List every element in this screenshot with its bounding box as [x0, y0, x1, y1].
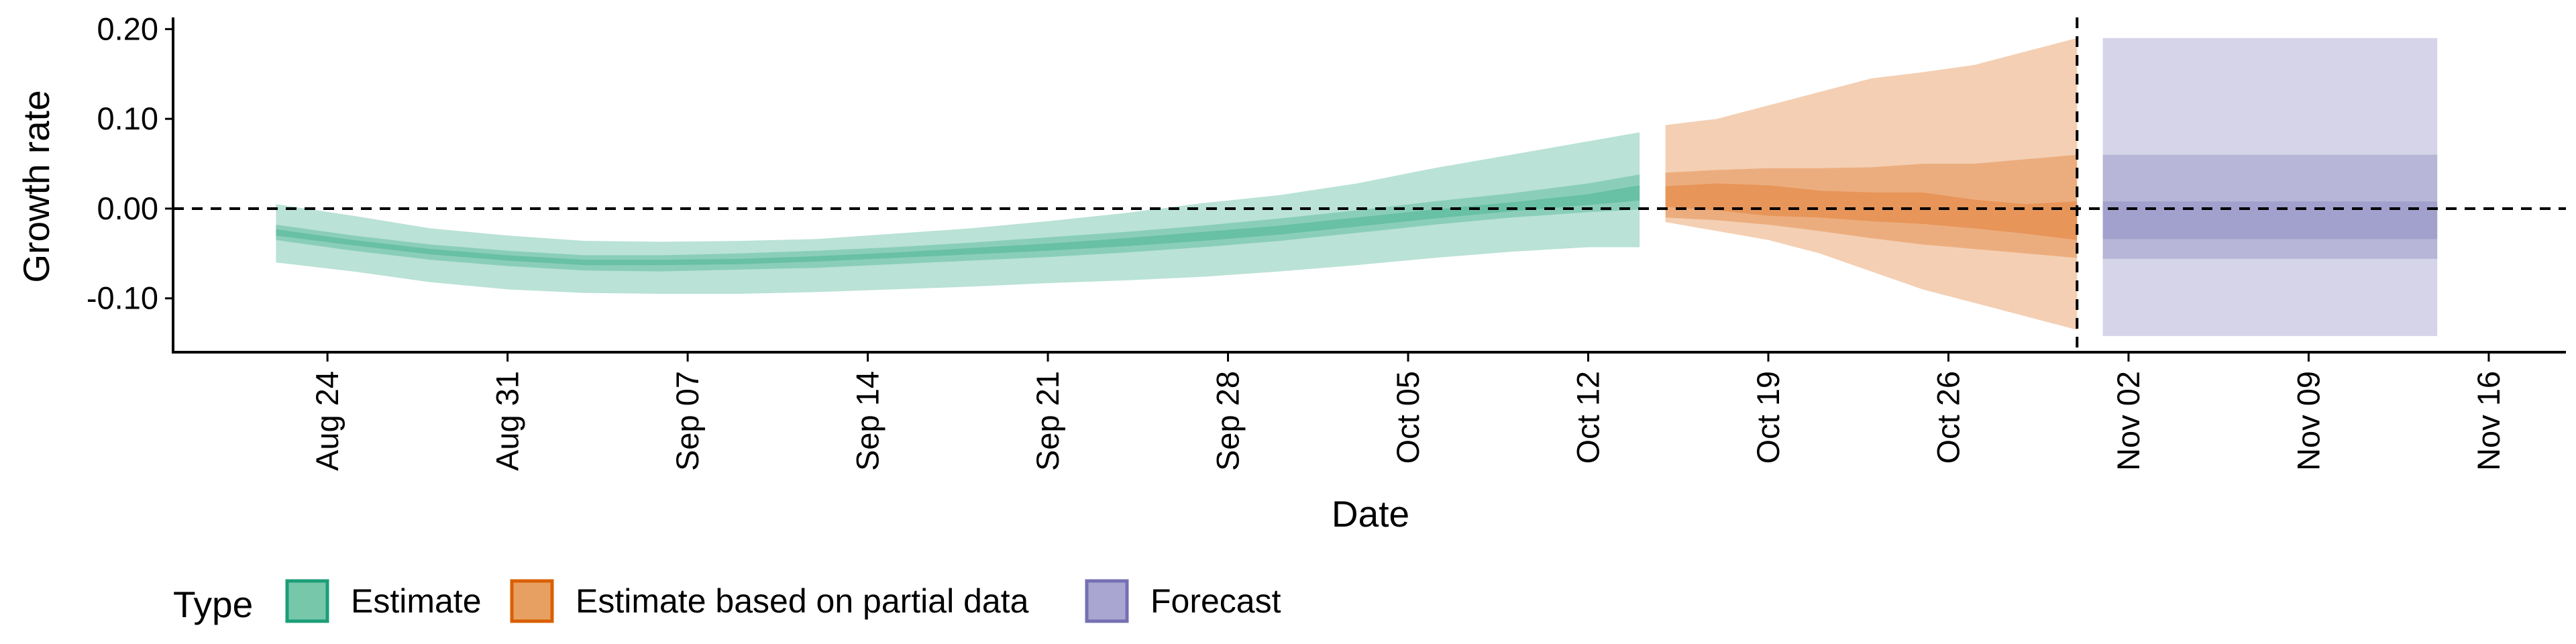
forecast-middle-band [2102, 154, 2438, 259]
estimate-based-on-partial-data-legend-label: Estimate based on partial data [576, 582, 1029, 620]
estimate-legend-key [285, 579, 329, 623]
forecast-legend-label: Forecast [1150, 582, 1281, 620]
forecast-inner-band [2102, 201, 2438, 239]
plot-bands [276, 38, 2438, 336]
x-axis-title: Date [1332, 493, 1409, 535]
x-axis-ticks: Aug 24 Aug 31 Sep 07 Sep 14 Sep 21 Sep 28 Oct … [309, 352, 2506, 471]
estimate-based-on-partial-data-legend-key [510, 579, 554, 623]
legend-title: Type [173, 584, 253, 625]
y-tick-label: -0.10 [87, 280, 158, 316]
y-axis-title: Growth rate [15, 90, 57, 282]
estimate-inner-band [276, 185, 1640, 266]
x-tick-label: Nov 09 [2290, 371, 2326, 471]
reference-lines [173, 17, 2566, 352]
forecast-legend-key [1085, 579, 1129, 623]
estimate-based-on-partial-data-middle-band [1665, 154, 2078, 258]
estimate-legend-label: Estimate [351, 582, 482, 620]
legend: Type Estimate Estimate based on partial d… [173, 579, 1281, 625]
estimate-based-on-partial-data-inner-band [1665, 183, 2078, 240]
estimate-based-on-partial-data-outer-band [1665, 38, 2078, 330]
x-tick-label: Aug 24 [309, 371, 345, 471]
axes [172, 17, 2566, 354]
x-tick-label: Oct 12 [1570, 371, 1606, 464]
x-tick-label: Oct 26 [1930, 371, 1966, 464]
x-tick-label: Nov 16 [2471, 371, 2506, 471]
x-tick-label: Sep 07 [669, 371, 705, 471]
x-tick-label: Aug 31 [490, 371, 525, 471]
y-tick-label: 0.20 [97, 11, 158, 46]
forecast-outer-band [2102, 38, 2438, 336]
x-tick-label: Oct 19 [1750, 371, 1786, 464]
x-tick-label: Sep 14 [850, 371, 885, 471]
estimate-middle-band [276, 174, 1640, 272]
estimate-outer-band [276, 132, 1640, 294]
y-axis-ticks: 0.20 0.10 0.00 -0.10 [87, 11, 173, 316]
x-tick-label: Oct 05 [1390, 371, 1426, 464]
y-tick-label: 0.10 [97, 101, 158, 136]
x-tick-label: Sep 21 [1030, 371, 1065, 471]
x-tick-label: Nov 02 [2110, 371, 2146, 471]
y-tick-label: 0.00 [97, 191, 158, 226]
x-tick-label: Sep 28 [1210, 371, 1246, 471]
